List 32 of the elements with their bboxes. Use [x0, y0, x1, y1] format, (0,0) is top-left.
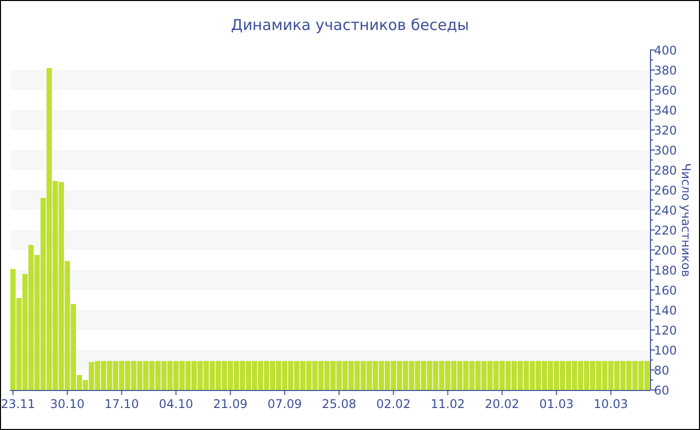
- x-tick-label: 11.02: [430, 397, 465, 411]
- x-tick-label: 10.03: [594, 397, 628, 411]
- y-tick-label: 100: [654, 344, 677, 358]
- y-tick-label: 320: [654, 124, 677, 138]
- y-tick-label: 240: [654, 204, 677, 218]
- x-tick-label: 04.10: [158, 397, 194, 411]
- x-tick-label: 21.09: [213, 397, 248, 411]
- y-tick-label: 200: [654, 244, 677, 258]
- y-tick-label: 160: [654, 284, 677, 298]
- x-tick-label: 01.03: [539, 397, 574, 411]
- chart-title: Динамика участников беседы: [230, 16, 470, 34]
- y-tick-label: 280: [654, 164, 677, 178]
- y-tick-label: 180: [654, 264, 677, 278]
- y-tick-label: 380: [654, 64, 677, 78]
- x-tick-label: 17.10: [104, 397, 139, 411]
- y-tick-label: 340: [654, 104, 677, 118]
- y-tick-label: 360: [654, 84, 677, 98]
- y-tick-label: 300: [654, 144, 677, 158]
- y-tick-label: 260: [654, 184, 677, 198]
- y-axis-title: Число участников: [679, 163, 693, 277]
- y-tick-label: 80: [654, 364, 670, 378]
- y-tick-label: 140: [654, 304, 677, 318]
- x-tick-label: 20.02: [484, 397, 520, 411]
- x-tick-label: 23.11: [0, 397, 36, 411]
- x-tick-label: 25.08: [322, 397, 356, 411]
- x-tick-label: 30.10: [50, 397, 84, 411]
- y-tick-label: 60: [654, 384, 670, 398]
- y-tick-label: 120: [654, 324, 677, 338]
- y-tick-label: 220: [654, 224, 677, 238]
- y-tick-label: 400: [654, 44, 677, 58]
- x-tick-label: 07.09: [268, 397, 302, 411]
- x-tick-label: 02.02: [376, 397, 411, 411]
